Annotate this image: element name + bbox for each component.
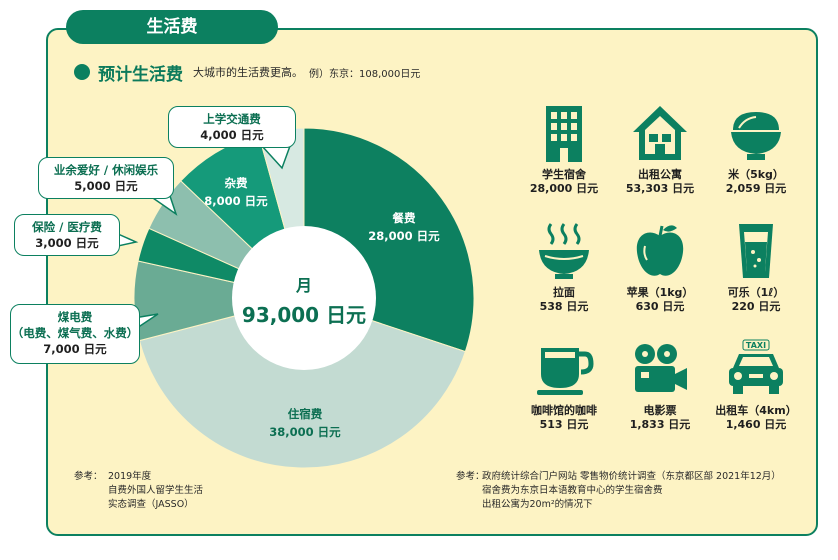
cost-name: 米（5kg） [728, 168, 784, 181]
taxi-icon: TAXI [729, 339, 783, 394]
cost-value: 220 日元 [731, 300, 781, 313]
cost-item-cola: 可乐（1ℓ） 220 日元 [708, 220, 804, 314]
source-left-line: 自费外国人留学生生活 [108, 485, 204, 496]
heading-note: 大城市的生活费更高。 [193, 66, 303, 79]
ramen-icon [539, 223, 589, 279]
cost-item-ramen: 拉面 538 日元 [516, 220, 612, 314]
cost-item-apple: 苹果（1kg） 630 日元 [612, 220, 708, 314]
pie-label-misc-name: 杂费 [225, 176, 248, 190]
callout-utilities-name: 煤电费 [57, 310, 93, 324]
callout-insurance-value: 3,000 日元 [35, 236, 99, 250]
source-right-line: 宿舍费为东京日本语教育中心的学生宿舍费 [482, 485, 663, 496]
callout-transport-value: 4,000 日元 [200, 128, 264, 142]
callout-utilities-value: 7,000 日元 [43, 342, 107, 356]
cost-name: 出租公寓 [638, 168, 682, 181]
cost-value: 630 日元 [635, 300, 685, 313]
pie-center-value: 93,000 日元 [242, 303, 366, 327]
cost-name: 学生宿舍 [542, 168, 586, 181]
movie-camera-icon [635, 344, 687, 392]
bullet-dot-icon [74, 64, 90, 80]
pie-label-housing-name: 住宿费 [288, 407, 323, 421]
section-tab: 生活费 [66, 10, 278, 44]
cost-item-coffee: 咖啡馆的咖啡 513 日元 [516, 338, 612, 432]
pie-label-housing-value: 38,000 日元 [269, 425, 341, 439]
coffee-cup-icon [537, 348, 594, 395]
section-heading: 预计生活费 大城市的生活费更高。 例）东京：108,000日元 [74, 60, 421, 85]
cost-value: 2,059 日元 [725, 182, 787, 195]
callout-hobby-value: 5,000 日元 [74, 179, 138, 193]
pie-slice-1 [138, 297, 466, 469]
cost-item-rice: 米（5kg） 2,059 日元 [708, 102, 804, 196]
callout-pointer-insurance [117, 232, 139, 247]
cost-value: 513 日元 [539, 418, 589, 431]
callout-insurance: 保险 / 医疗费 3,000 日元 [14, 214, 120, 256]
cost-name: 电影票 [643, 404, 677, 417]
callout-hobby: 业余爱好 / 休闲娱乐 5,000 日元 [38, 157, 174, 199]
pie-center-label: 月 [295, 276, 312, 295]
heading-example: 例）东京：108,000日元 [309, 68, 421, 80]
cost-name: 苹果（1kg） [626, 286, 694, 299]
pie-center-hole [232, 226, 376, 370]
cost-name: 出租车（4km） [715, 404, 797, 417]
callout-hobby-name: 业余爱好 / 休闲娱乐 [53, 163, 159, 177]
cost-value: 1,460 日元 [725, 418, 787, 431]
cost-value: 538 日元 [539, 300, 589, 313]
apple-icon [636, 225, 684, 276]
pie-label-misc-value: 8,000 日元 [204, 194, 268, 208]
source-right-line: 出租公寓为20m²的情况下 [482, 499, 593, 510]
cola-glass-icon [739, 224, 773, 278]
callout-utilities: 煤电费 （电费、煤气费、水费） 7,000 日元 [10, 304, 140, 364]
callout-utilities-detail: （电费、煤气费、水费） [11, 326, 139, 340]
source-left-line: 实态调查（JASSO） [108, 499, 194, 510]
source-left-line: 2019年度 [108, 471, 152, 482]
source-right: 参考： 政府统计综合门户网站 零售物价统计调查（东京都区部 2021年12月） … [456, 470, 812, 512]
callout-transport-name: 上学交通费 [203, 112, 261, 126]
cost-item-apartment: 出租公寓 53,303 日元 [612, 102, 708, 196]
callout-insurance-name: 保险 / 医疗费 [32, 220, 102, 234]
cost-name: 咖啡馆的咖啡 [531, 404, 597, 417]
house-icon [633, 106, 687, 160]
cost-value: 1,833 日元 [629, 418, 691, 431]
cost-item-movie: 电影票 1,833 日元 [612, 338, 708, 432]
heading-title: 预计生活费 [98, 64, 183, 85]
source-left: 参考： 2019年度 自费外国人留学生生活 实态调查（JASSO） [74, 470, 274, 512]
rice-bowl-icon [731, 112, 781, 160]
cost-item-taxi: TAXI 出租车（4km） 1,460 日元 [708, 338, 804, 432]
building-icon [546, 106, 582, 162]
taxi-sign: TAXI [746, 341, 766, 350]
cost-name: 拉面 [553, 286, 575, 299]
callout-transport: 上学交通费 4,000 日元 [168, 106, 296, 148]
source-right-line: 政府统计综合门户网站 零售物价统计调查（东京都区部 2021年12月） [482, 471, 781, 482]
source-left-label: 参考： [74, 471, 103, 482]
source-right-label: 参考： [456, 471, 485, 482]
cost-item-dorm: 学生宿舍 28,000 日元 [516, 102, 612, 196]
cost-value: 28,000 日元 [529, 182, 599, 195]
cost-name: 可乐（1ℓ） [727, 286, 785, 299]
pie-label-food-name: 餐费 [392, 211, 416, 225]
cost-value: 53,303 日元 [625, 182, 695, 195]
pie-label-food-value: 28,000 日元 [368, 229, 440, 243]
